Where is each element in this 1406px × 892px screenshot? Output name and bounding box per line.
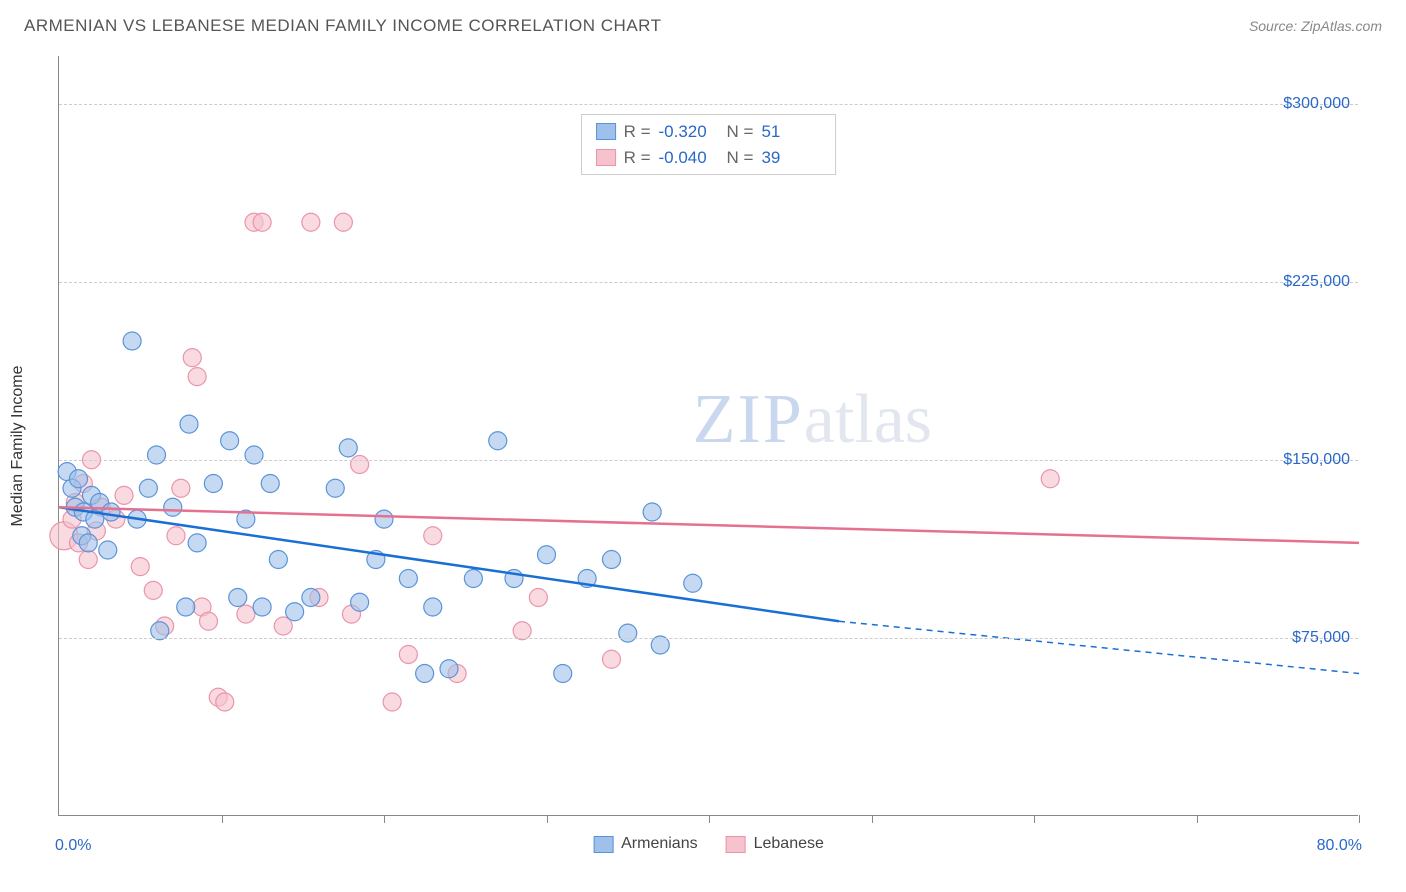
x-tick	[1359, 815, 1360, 823]
legend-item-lebanese: Lebanese	[726, 835, 824, 853]
bottom-legend: Armenians Lebanese	[593, 835, 824, 853]
x-axis-max-label: 80.0%	[1317, 837, 1362, 855]
gridline	[59, 104, 1358, 105]
legend-label: Armenians	[621, 835, 697, 853]
y-tick-label: $225,000	[1283, 273, 1350, 291]
x-tick	[1197, 815, 1198, 823]
legend-label: Lebanese	[754, 835, 824, 853]
x-axis-min-label: 0.0%	[55, 837, 91, 855]
gridline	[59, 460, 1358, 461]
y-tick-label: $300,000	[1283, 95, 1350, 113]
swatch-pink	[596, 149, 616, 166]
x-tick	[222, 815, 223, 823]
legend-swatch-blue	[593, 836, 613, 853]
correlation-stats-box: R = -0.320 N = 51 R = -0.040 N = 39	[581, 114, 837, 175]
y-tick-label: $150,000	[1283, 451, 1350, 469]
legend-swatch-pink	[726, 836, 746, 853]
stats-row-armenians: R = -0.320 N = 51	[596, 119, 822, 145]
x-tick	[872, 815, 873, 823]
gridline	[59, 638, 1358, 639]
chart-source: Source: ZipAtlas.com	[1249, 18, 1382, 34]
chart-header: ARMENIAN VS LEBANESE MEDIAN FAMILY INCOM…	[24, 16, 1382, 36]
y-tick-label: $75,000	[1292, 629, 1350, 647]
gridline	[59, 282, 1358, 283]
chart-title: ARMENIAN VS LEBANESE MEDIAN FAMILY INCOM…	[24, 16, 662, 36]
y-axis-title: Median Family Income	[9, 366, 27, 527]
legend-item-armenians: Armenians	[593, 835, 697, 853]
x-tick	[384, 815, 385, 823]
x-tick	[547, 815, 548, 823]
swatch-blue	[596, 123, 616, 140]
chart-plot-area: ZIPatlas R = -0.320 N = 51 R = -0.040 N …	[58, 56, 1358, 816]
x-tick	[709, 815, 710, 823]
x-tick	[1034, 815, 1035, 823]
stats-row-lebanese: R = -0.040 N = 39	[596, 145, 822, 171]
